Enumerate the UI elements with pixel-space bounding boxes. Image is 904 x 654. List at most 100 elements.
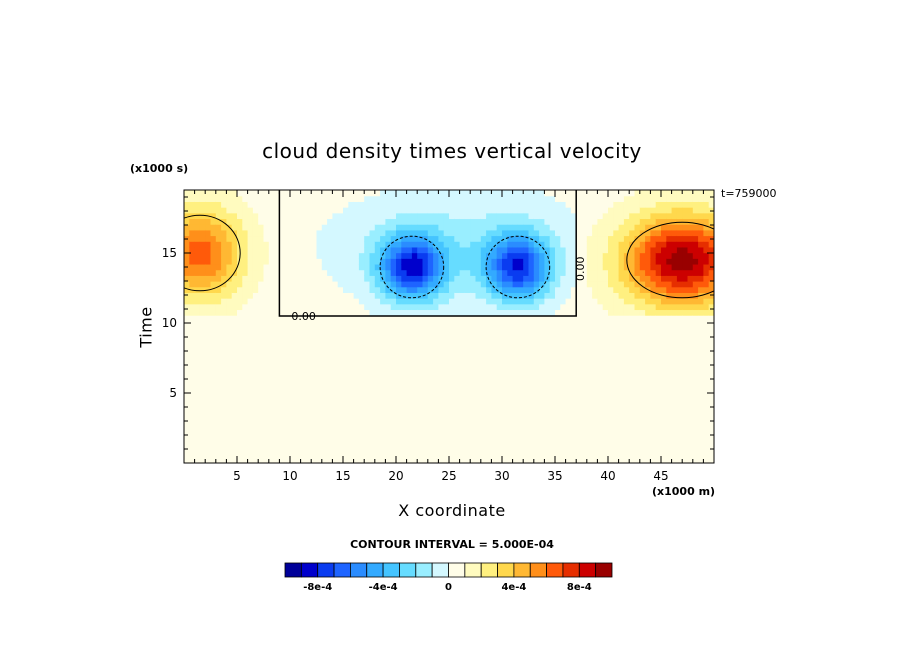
field-cell — [316, 309, 323, 316]
field-cell — [597, 360, 604, 367]
field-cell — [252, 269, 259, 276]
field-cell — [565, 252, 572, 259]
field-cell — [433, 400, 439, 407]
field-cell — [650, 263, 657, 271]
field-cell — [486, 411, 492, 419]
field-cell — [194, 241, 201, 248]
field-cell — [284, 428, 291, 436]
field-cell — [205, 229, 212, 237]
field-cell — [533, 445, 540, 453]
field-cell — [682, 354, 689, 362]
field-cell — [327, 417, 333, 424]
field-cell — [332, 212, 339, 220]
field-cell — [549, 377, 556, 384]
field-cell — [687, 190, 694, 197]
field-cell — [597, 428, 604, 436]
field-cell — [449, 337, 455, 345]
field-cell — [290, 218, 296, 225]
field-cell — [676, 360, 683, 367]
field-cell — [618, 377, 625, 384]
negative-contour-line — [485, 235, 551, 299]
field-cell — [486, 246, 492, 254]
field-cell — [332, 246, 339, 254]
field-cell — [592, 337, 598, 345]
field-cell — [459, 218, 466, 225]
field-cell — [343, 315, 349, 322]
field-cell — [698, 389, 704, 396]
field-cell — [427, 298, 434, 305]
field-cell — [645, 377, 651, 384]
field-cell — [454, 235, 461, 242]
field-cell — [327, 423, 333, 430]
field-cell — [517, 281, 524, 288]
field-cell — [676, 372, 683, 379]
field-cell — [618, 337, 625, 345]
field-cell — [252, 337, 259, 345]
field-cell — [242, 286, 249, 293]
field-cell — [401, 298, 408, 305]
field-cell — [305, 224, 312, 231]
field-cell — [650, 411, 657, 419]
colorbar-tick-label: 0 — [445, 582, 452, 593]
field-cell — [549, 309, 556, 316]
field-cell — [380, 275, 386, 282]
field-cell — [592, 309, 598, 316]
field-cell — [194, 292, 201, 299]
field-cell — [581, 235, 588, 242]
field-cell — [221, 411, 227, 419]
field-cell — [390, 303, 397, 311]
field-cell — [555, 292, 561, 299]
field-cell — [512, 343, 519, 350]
field-cell — [274, 457, 280, 463]
field-cell — [300, 269, 307, 276]
field-cell — [623, 360, 630, 367]
field-cell — [533, 457, 540, 463]
field-cell — [295, 411, 302, 419]
field-cell — [295, 315, 302, 322]
field-cell — [676, 235, 683, 242]
field-cell — [449, 434, 455, 441]
field-cell — [205, 372, 212, 379]
field-cell — [406, 354, 413, 362]
field-cell — [311, 337, 318, 345]
field-cell — [676, 207, 683, 214]
field-cell — [374, 286, 381, 293]
field-cell — [369, 349, 376, 356]
field-cell — [290, 389, 296, 396]
field-cell — [210, 428, 217, 436]
field-cell — [364, 332, 371, 339]
field-cell — [396, 303, 402, 311]
field-cell — [300, 298, 307, 305]
field-cell — [231, 292, 238, 299]
field-cell — [396, 383, 402, 390]
field-cell — [247, 218, 254, 225]
field-cell — [639, 218, 646, 225]
field-cell — [263, 445, 270, 453]
field-cell — [698, 212, 704, 220]
field-cell — [491, 411, 498, 419]
field-cell — [374, 343, 381, 350]
field-cell — [544, 406, 551, 413]
field-cell — [496, 292, 503, 299]
field-cell — [237, 269, 243, 276]
field-cell — [438, 201, 445, 208]
field-cell — [698, 303, 704, 311]
field-cell — [682, 320, 689, 328]
field-cell — [369, 411, 376, 419]
field-cell — [459, 303, 466, 311]
field-cell — [390, 332, 397, 339]
field-cell — [560, 332, 567, 339]
field-cell — [252, 303, 259, 311]
field-cell — [390, 360, 397, 367]
field-cell — [502, 246, 508, 254]
field-cell — [268, 207, 275, 214]
field-cell — [199, 269, 206, 276]
field-cell — [570, 406, 577, 413]
field-cell — [661, 440, 667, 447]
field-cell — [586, 383, 593, 390]
field-cell — [517, 218, 524, 225]
field-cell — [221, 320, 227, 328]
field-cell — [247, 298, 254, 305]
field-cell — [555, 343, 561, 350]
field-cell — [555, 400, 561, 407]
